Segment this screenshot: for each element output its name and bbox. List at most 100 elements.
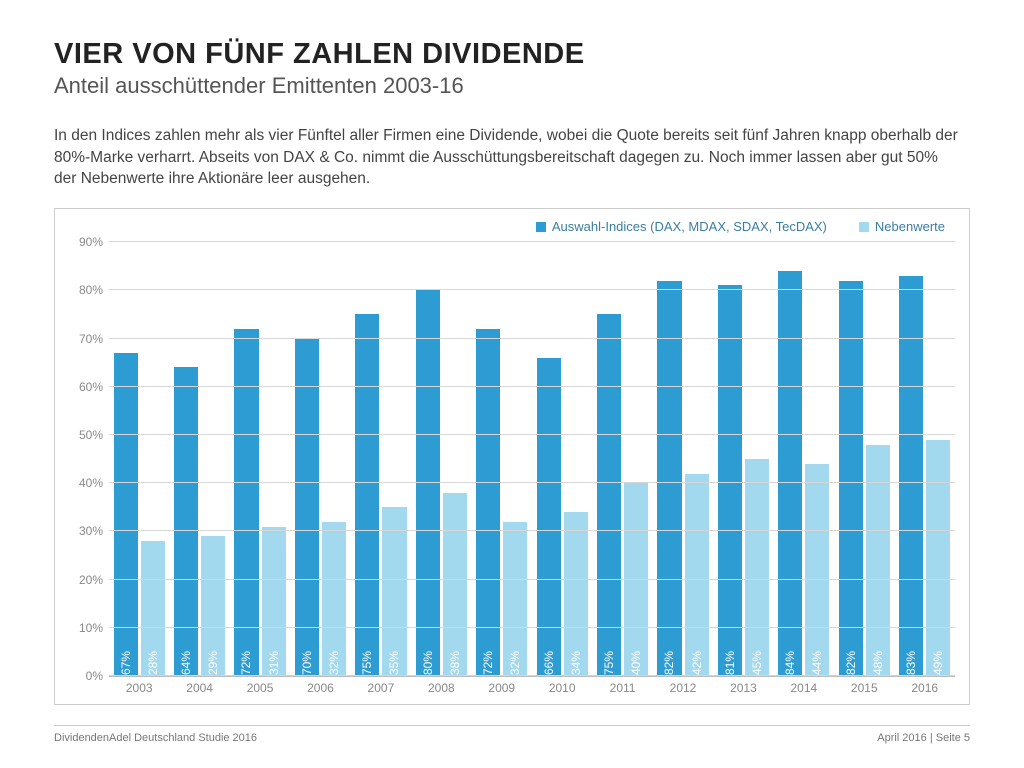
bar: 42%: [685, 474, 709, 677]
chart-legend: Auswahl-Indices (DAX, MDAX, SDAX, TecDAX…: [69, 219, 955, 234]
bar: 82%: [657, 281, 681, 676]
bar-value-label: 66%: [542, 651, 556, 675]
bar-group: 67% 28%: [109, 242, 169, 676]
x-tick-label: 2012: [653, 677, 713, 700]
x-tick-label: 2010: [532, 677, 592, 700]
bar: 28%: [141, 541, 165, 676]
x-tick-label: 2011: [592, 677, 652, 700]
bar: 82%: [839, 281, 863, 676]
bar: 75%: [597, 314, 621, 676]
bar: 64%: [174, 367, 198, 676]
y-tick-label: 60%: [79, 380, 103, 394]
bar: 35%: [382, 507, 406, 676]
gridline: [109, 386, 955, 387]
bar-columns: 67% 28% 64% 29% 72% 31% 70% 32% 75% 35% 80% 38% 72% 3…: [109, 242, 955, 676]
bar-value-label: 34%: [569, 651, 583, 675]
gridline: [109, 530, 955, 531]
title-block: VIER VON FÜNF ZAHLEN DIVIDENDE Anteil au…: [54, 38, 970, 99]
legend-swatch-b: [859, 222, 869, 232]
bar: 44%: [805, 464, 829, 676]
bar: 49%: [926, 440, 950, 676]
x-tick-label: 2016: [894, 677, 954, 700]
bar-value-label: 40%: [629, 651, 643, 675]
bar-value-label: 29%: [206, 651, 220, 675]
y-axis: 0%10%20%30%40%50%60%70%80%90%: [69, 242, 109, 676]
x-tick-label: 2014: [774, 677, 834, 700]
bar-value-label: 80%: [421, 651, 435, 675]
x-tick-label: 2013: [713, 677, 773, 700]
bar-value-label: 45%: [750, 651, 764, 675]
bar: 32%: [503, 522, 527, 676]
bar: 70%: [295, 339, 319, 677]
bar-value-label: 44%: [810, 651, 824, 675]
bar: 29%: [201, 536, 225, 676]
bar-group: 64% 29%: [169, 242, 229, 676]
bar: 84%: [778, 271, 802, 676]
bar-group: 82% 48%: [834, 242, 894, 676]
bar-group: 82% 42%: [653, 242, 713, 676]
bar-group: 80% 38%: [411, 242, 471, 676]
bar-value-label: 75%: [360, 651, 374, 675]
chart-container: Auswahl-Indices (DAX, MDAX, SDAX, TecDAX…: [54, 208, 970, 705]
bar: 72%: [234, 329, 258, 676]
y-tick-label: 80%: [79, 283, 103, 297]
legend-label-b: Nebenwerte: [875, 219, 945, 234]
bar-value-label: 42%: [690, 651, 704, 675]
gridline: [109, 434, 955, 435]
bar-value-label: 75%: [602, 651, 616, 675]
slide-page: VIER VON FÜNF ZAHLEN DIVIDENDE Anteil au…: [0, 0, 1024, 768]
chart-plot: 0%10%20%30%40%50%60%70%80%90% 67%28%64%2…: [69, 242, 955, 700]
y-tick-label: 70%: [79, 332, 103, 346]
x-tick-label: 2003: [109, 677, 169, 700]
x-tick-label: 2004: [169, 677, 229, 700]
bar-value-label: 35%: [387, 651, 401, 675]
bar-group: 83% 49%: [894, 242, 954, 676]
bar-value-label: 83%: [904, 651, 918, 675]
bar-value-label: 70%: [300, 651, 314, 675]
bar: 75%: [355, 314, 379, 676]
bar-value-label: 38%: [448, 651, 462, 675]
bar-group: 75% 40%: [592, 242, 652, 676]
x-tick-label: 2007: [351, 677, 411, 700]
x-tick-label: 2008: [411, 677, 471, 700]
footer-right: April 2016 | Seite 5: [877, 732, 970, 744]
page-subtitle: Anteil ausschüttender Emittenten 2003-16: [54, 73, 970, 99]
legend-swatch-a: [536, 222, 546, 232]
bar: 31%: [262, 527, 286, 676]
bar-value-label: 32%: [508, 651, 522, 675]
gridline: [109, 579, 955, 580]
bar-value-label: 32%: [327, 651, 341, 675]
bar: 80%: [416, 290, 440, 676]
y-tick-label: 90%: [79, 235, 103, 249]
y-tick-label: 20%: [79, 573, 103, 587]
bar-group: 75% 35%: [351, 242, 411, 676]
bar: 48%: [866, 445, 890, 676]
y-tick-label: 10%: [79, 621, 103, 635]
x-axis: 2003200420052006200720082009201020112012…: [109, 676, 955, 700]
legend-item-series-a: Auswahl-Indices (DAX, MDAX, SDAX, TecDAX…: [536, 219, 827, 234]
gridline: [109, 338, 955, 339]
bar-value-label: 67%: [119, 651, 133, 675]
bar-value-label: 28%: [146, 651, 160, 675]
bar-value-label: 64%: [179, 651, 193, 675]
bar: 32%: [322, 522, 346, 676]
bar-value-label: 72%: [481, 651, 495, 675]
bar-group: 81% 45%: [713, 242, 773, 676]
bar-value-label: 72%: [239, 651, 253, 675]
x-tick-label: 2005: [230, 677, 290, 700]
bar: 81%: [718, 285, 742, 676]
bar-value-label: 82%: [844, 651, 858, 675]
y-tick-label: 30%: [79, 524, 103, 538]
description-text: In den Indices zahlen mehr als vier Fünf…: [54, 125, 959, 190]
y-tick-label: 0%: [86, 669, 103, 683]
legend-label-a: Auswahl-Indices (DAX, MDAX, SDAX, TecDAX…: [552, 219, 827, 234]
bar: 45%: [745, 459, 769, 676]
bar-value-label: 82%: [662, 651, 676, 675]
bar-group: 72% 31%: [230, 242, 290, 676]
x-tick-label: 2015: [834, 677, 894, 700]
gridline: [109, 627, 955, 628]
bar-group: 72% 32%: [472, 242, 532, 676]
y-tick-label: 40%: [79, 476, 103, 490]
gridline: [109, 482, 955, 483]
bar-value-label: 31%: [267, 651, 281, 675]
